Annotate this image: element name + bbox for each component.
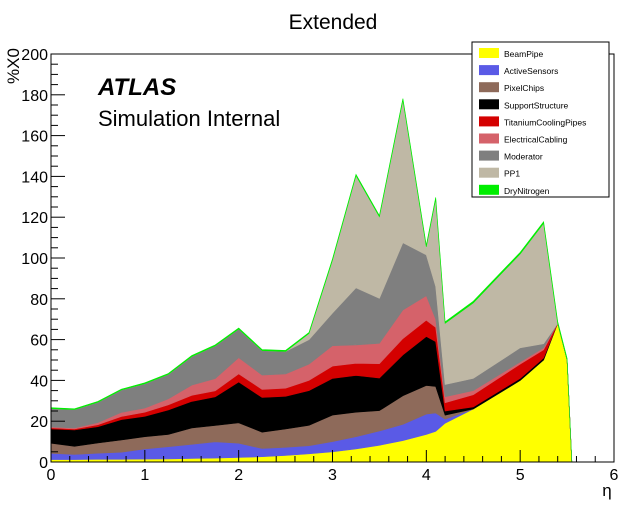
area-drynitrogen	[50, 98, 573, 463]
y-tick-label: 120	[21, 210, 48, 227]
y-tick-label: 80	[30, 292, 48, 309]
legend-label-electricalcabling: ElectricalCabling	[504, 135, 568, 145]
series-areas	[50, 98, 573, 463]
simulation-internal-label: Simulation Internal	[98, 106, 280, 131]
legend-label-pixelchips: PixelChips	[504, 83, 544, 93]
legend-label-beampipe: BeamPipe	[504, 49, 543, 59]
x-tick-label: 3	[328, 467, 337, 484]
legend-label-drynitrogen: DryNitrogen	[504, 186, 550, 196]
y-tick-label: 140	[21, 169, 48, 186]
legend-label-pp1: PP1	[504, 169, 520, 179]
y-tick-label: 0	[39, 455, 48, 472]
legend-swatch-activesensors	[479, 65, 499, 76]
legend-label-moderator: Moderator	[504, 152, 543, 162]
x-tick-label: 6	[610, 467, 619, 484]
legend-label-activesensors: ActiveSensors	[504, 66, 558, 76]
legend-swatch-titaniumcoolingpipes	[479, 116, 499, 127]
y-tick-label: 180	[21, 88, 48, 105]
x-tick-label: 5	[516, 467, 525, 484]
x-tick-label: 1	[140, 467, 149, 484]
legend-swatch-pp1	[479, 167, 499, 178]
legend: BeamPipe ActiveSensors PixelChips SupportSt…	[471, 41, 610, 198]
x-tick-label: 4	[422, 467, 431, 484]
y-tick-label: 20	[30, 414, 48, 431]
x-tick-label: 2	[234, 467, 243, 484]
y-axis-label: %X0	[4, 48, 23, 84]
legend-swatch-beampipe	[479, 48, 499, 58]
legend-swatch-supportstructure	[479, 99, 499, 110]
legend-label-titaniumcoolingpipes: TitaniumCoolingPipes	[504, 117, 586, 127]
y-tick-label: 60	[30, 333, 48, 350]
atlas-label: ATLAS	[97, 74, 176, 101]
legend-label-supportstructure: SupportStructure	[504, 100, 569, 110]
y-tick-label: 160	[21, 129, 48, 146]
y-tick-label: 100	[21, 251, 48, 268]
x-axis-label: η	[602, 481, 611, 500]
y-tick-label: 200	[21, 47, 48, 64]
chart-title: Extended	[289, 11, 378, 34]
y-tick-label: 40	[30, 373, 48, 390]
legend-swatch-drynitrogen	[479, 184, 499, 195]
legend-swatch-pixelchips	[479, 82, 499, 93]
legend-swatch-electricalcabling	[479, 133, 499, 144]
legend-swatch-moderator	[479, 150, 499, 161]
x-tick-label: 0	[47, 467, 56, 484]
